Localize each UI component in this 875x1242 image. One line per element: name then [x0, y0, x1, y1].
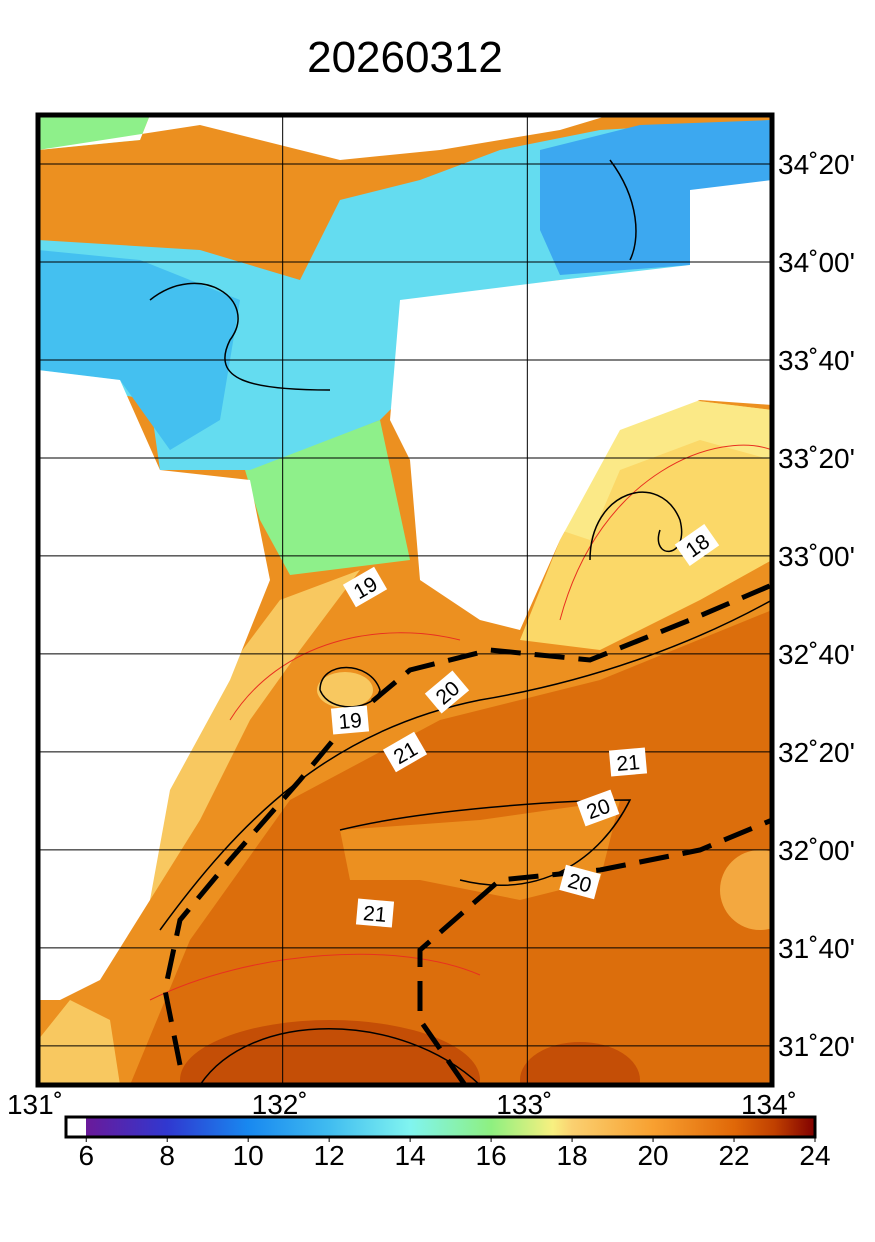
contour-label: 21: [608, 747, 648, 777]
sea-channel: [245, 420, 410, 575]
contour-line: [319, 666, 381, 708]
sea-eddy: [720, 850, 772, 930]
colorbar-tick-label: 22: [718, 1140, 749, 1171]
contour-line: [149, 282, 331, 391]
colorbar-tick-label: 16: [476, 1140, 507, 1171]
colorbar-tick-label: 12: [314, 1140, 345, 1171]
sea-hot: [520, 1042, 640, 1085]
lat-tick-label: 33˚00': [778, 541, 855, 572]
contour-label-box: [330, 705, 370, 735]
lon-tick-label: 134˚: [741, 1089, 797, 1120]
contour-line: [559, 444, 772, 621]
lat-tick-label: 33˚40': [778, 345, 855, 376]
lon-tick-label: 132˚: [252, 1089, 308, 1120]
map-title: 20260312: [307, 33, 503, 82]
contour-line: [339, 799, 632, 886]
colorbar-tick-label: 24: [799, 1140, 830, 1171]
contour-label-box: [674, 524, 720, 566]
contour-label-box: [382, 731, 428, 773]
contour-line: [199, 1028, 481, 1085]
contour-label-box: [608, 747, 648, 777]
contour-label-box: [342, 566, 388, 608]
colorbar-tick-label: 14: [395, 1140, 426, 1171]
sea-inland-cold: [38, 250, 240, 450]
colorbar-tick-label: 8: [159, 1140, 175, 1171]
contour-line: [149, 953, 481, 1001]
contour-line: [589, 491, 683, 561]
map-frame: [35, 112, 775, 1088]
lat-tick-label: 32˚20': [778, 737, 855, 768]
sea-hot: [180, 1020, 480, 1085]
contour-line: [609, 159, 637, 261]
contour-label-box: [559, 864, 601, 900]
contour-label-text: 19: [337, 709, 362, 734]
contour-label-text: 21: [362, 902, 387, 927]
contour-label-box: [424, 670, 470, 714]
lat-tick-label: 34˚00': [778, 247, 855, 278]
contour-label-box: [355, 898, 395, 928]
lon-tick-label: 133˚: [496, 1089, 552, 1120]
colorbar: [64, 1115, 817, 1139]
contour-label: 20: [559, 864, 601, 900]
land-honshu: [38, 115, 610, 160]
colorbar-tick-label: 20: [637, 1140, 668, 1171]
contour-line: [229, 632, 461, 721]
sea-cool: [317, 672, 373, 708]
lat-tick-label: 34˚20': [778, 149, 855, 180]
colorbar-tick-label: 18: [557, 1140, 588, 1171]
contour-label-text: 21: [615, 751, 640, 776]
lat-tick-label: 32˚00': [778, 835, 855, 866]
land-kyushu: [38, 370, 270, 1000]
lat-tick-label: 31˚40': [778, 933, 855, 964]
lon-tick-label: 131˚: [7, 1089, 63, 1120]
colorbar-tick-label: 6: [78, 1140, 94, 1171]
sea-bay: [520, 400, 772, 650]
colorbar-tick-label: 10: [233, 1140, 264, 1171]
contour-label: 19: [330, 705, 370, 735]
contour-label: 21: [355, 898, 395, 928]
land-shikoku: [390, 180, 772, 630]
lat-tick-label: 31˚20': [778, 1031, 855, 1062]
lat-tick-label: 33˚20': [778, 443, 855, 474]
contour-label-box: [576, 789, 620, 827]
contour-line: [159, 599, 772, 931]
lat-tick-label: 32˚40': [778, 639, 855, 670]
sea-coast: [38, 1000, 120, 1085]
